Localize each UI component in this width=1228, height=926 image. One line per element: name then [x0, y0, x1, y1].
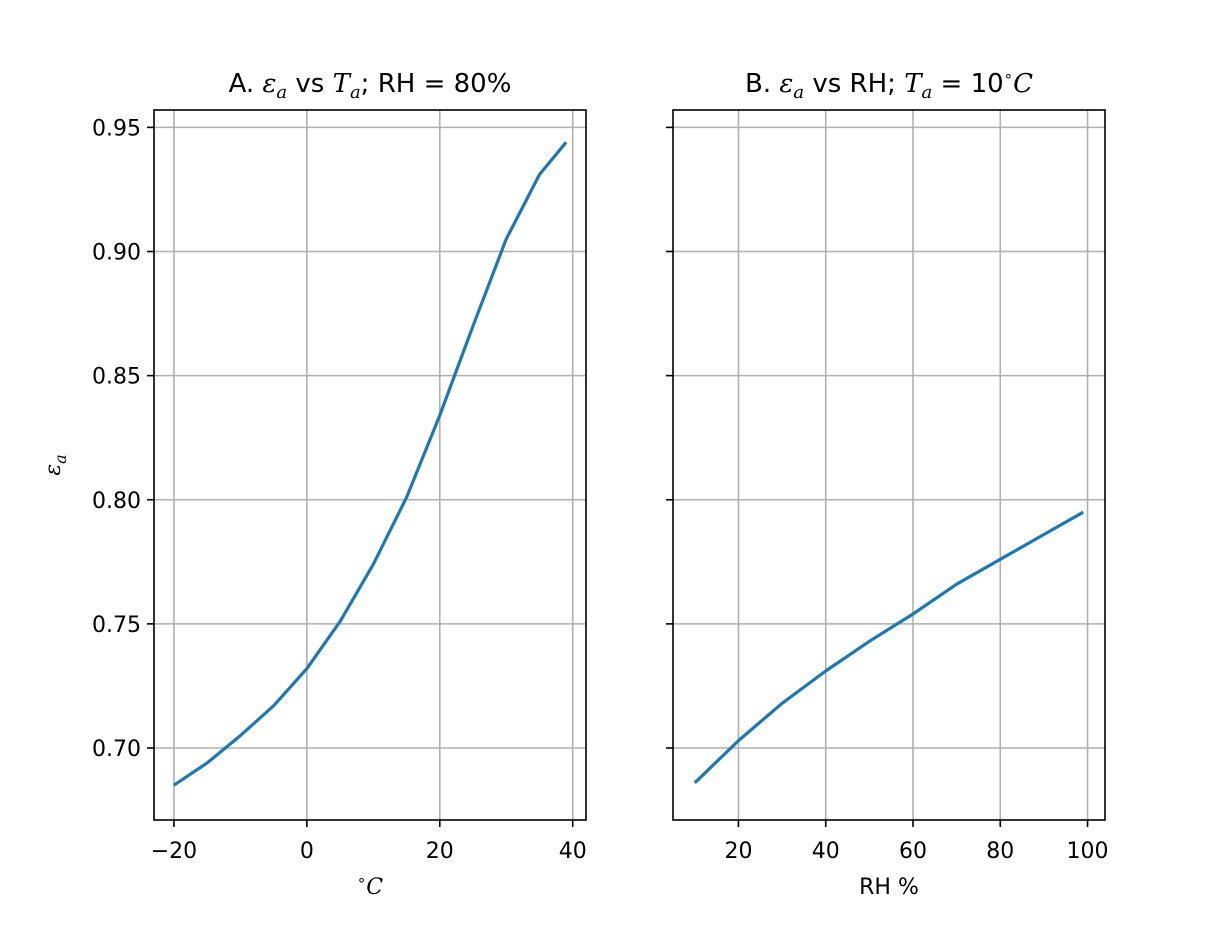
- panel-b-grid: [673, 110, 1105, 820]
- panel-b-x-tick-label: 20: [724, 839, 752, 864]
- panel-a-x-tick-label: 0: [300, 839, 314, 864]
- panel-a: A. εa vs Ta; RH = 80% ∘C εa −20 0 20 40 0.70…: [41, 69, 587, 900]
- panel-a-axes-frame: [153, 109, 587, 821]
- panel-a-x-axis-label: ∘C: [357, 871, 383, 900]
- panel-a-y-tick-label: 0.85: [92, 365, 141, 390]
- panel-a-y-tick-label: 0.95: [92, 116, 141, 141]
- panel-b-x-tick-label: 60: [899, 839, 927, 864]
- panel-b-x-tick-label: 100: [1067, 839, 1109, 864]
- panel-a-x-tick-label: 20: [426, 839, 454, 864]
- panel-b-x-tick-label: 80: [986, 839, 1014, 864]
- panel-a-y-tick-label: 0.90: [92, 241, 141, 266]
- panel-b: B. εa vs RH; Ta = 10∘C RH % 20 40 60 80 100: [666, 67, 1109, 900]
- panel-a-series-line: [173, 141, 568, 787]
- panel-b-x-axis-label: RH %: [859, 875, 919, 900]
- panel-b-axes-frame: [672, 109, 1106, 821]
- panel-a-title: A. εa vs Ta; RH = 80%: [229, 69, 512, 103]
- panel-a-x-tick-label: 40: [559, 839, 587, 864]
- panel-b-x-tick-label: 40: [812, 839, 840, 864]
- panel-b-title: B. εa vs RH; Ta = 10∘C: [745, 67, 1033, 103]
- panel-a-grid: [154, 110, 586, 820]
- panel-a-y-tick-label: 0.80: [92, 489, 141, 514]
- panel-a-y-axis-label: εa: [41, 454, 70, 475]
- panel-a-x-tick-label: −20: [151, 839, 197, 864]
- panel-a-y-tick-label: 0.70: [92, 737, 141, 762]
- panel-a-y-tick-label: 0.75: [92, 613, 141, 638]
- panel-b-series-line: [693, 510, 1084, 784]
